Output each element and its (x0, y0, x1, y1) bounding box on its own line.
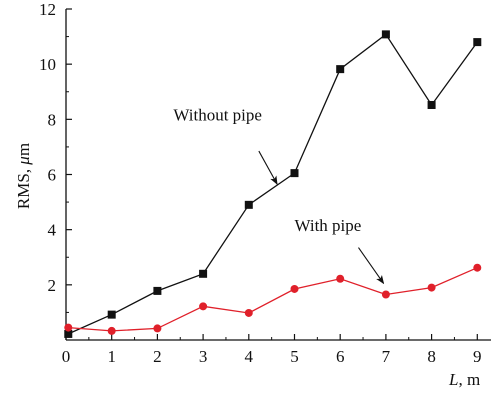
y-tick-label-4: 4 (48, 221, 57, 240)
data-point (107, 326, 116, 335)
x-tick-label-3: 3 (199, 347, 208, 366)
x-axis-unit: , m (458, 370, 480, 388)
x-tick-label-9: 9 (473, 347, 482, 366)
data-point (153, 286, 162, 295)
x-tick-label-2: 2 (153, 347, 162, 366)
y-tick-label-10: 10 (39, 55, 56, 74)
series-line (68, 33, 478, 335)
annotation-without-pipe: Without pipe (173, 106, 278, 185)
data-series (64, 30, 482, 338)
annotation-label: With pipe (294, 216, 361, 235)
x-tick-label-8: 8 (427, 347, 436, 366)
annotation-arrow (358, 247, 385, 285)
data-point (244, 308, 253, 317)
data-point (153, 324, 162, 333)
data-point (199, 302, 208, 311)
y-axis-title-mu: μ (14, 156, 33, 166)
data-point (427, 100, 436, 109)
x-tick-label-4: 4 (245, 347, 254, 366)
y-tick-label-8: 8 (48, 110, 57, 129)
y-tick-label-12: 12 (39, 0, 56, 19)
x-tick-label-6: 6 (336, 347, 345, 366)
y-tick-label-6: 6 (48, 166, 57, 185)
data-point (473, 38, 482, 47)
x-axis-title: L, m (448, 370, 480, 388)
x-tick-label-0: 0 (62, 347, 71, 366)
y-axis-title-prefix: RMS, (14, 165, 33, 209)
data-point (381, 290, 390, 299)
annotation-label: Without pipe (173, 106, 262, 125)
x-tick-label-7: 7 (382, 347, 391, 366)
data-point (64, 323, 73, 332)
data-point (336, 65, 345, 74)
data-point (381, 30, 390, 39)
data-point (244, 200, 253, 209)
annotation-with-pipe: With pipe (294, 216, 385, 285)
data-point (336, 274, 345, 283)
data-point (427, 283, 436, 292)
annotation-arrow (258, 150, 278, 185)
series-without-pipe (64, 30, 482, 338)
data-point (64, 329, 73, 338)
data-point (290, 284, 299, 293)
series-with-pipe (64, 263, 482, 335)
y-axis-title-suffix: m (14, 143, 33, 156)
y-tick-label-2: 2 (48, 276, 57, 295)
series-line (68, 267, 478, 332)
y-axis-title: RMS, μm (14, 143, 33, 209)
data-point (199, 269, 208, 278)
data-point (290, 169, 299, 178)
x-tick-label-1: 1 (107, 347, 116, 366)
axes (65, 9, 491, 341)
x-tick-label-5: 5 (290, 347, 299, 366)
annotations: Without pipe With pipe (173, 106, 385, 285)
data-point (473, 263, 482, 272)
data-point (107, 310, 116, 319)
x-axis-variable: L (448, 370, 458, 388)
